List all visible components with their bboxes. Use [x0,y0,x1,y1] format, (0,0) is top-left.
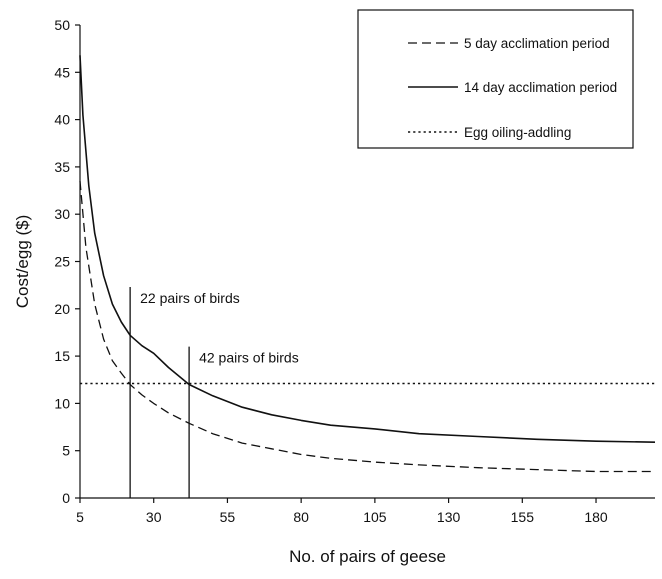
legend-label-3: Egg oiling-addling [464,125,571,140]
x-axis-title: No. of pairs of geese [289,547,446,566]
x-tick-label: 80 [293,509,309,525]
y-tick-label: 45 [54,64,70,80]
y-tick-label: 25 [54,254,70,270]
y-tick-label: 0 [62,490,70,506]
y-tick-label: 40 [54,112,70,128]
annotation-label-2: 42 pairs of birds [199,350,299,366]
x-tick-label: 5 [76,509,84,525]
plot-annotations: 22 pairs of birds 42 pairs of birds [129,287,299,498]
legend-label-1: 5 day acclimation period [464,36,610,51]
x-tick-label: 55 [220,509,236,525]
x-tick-label: 155 [511,509,535,525]
x-tick-label: 30 [146,509,162,525]
x-tick-label: 180 [584,509,608,525]
y-tick-label: 20 [54,301,70,317]
annotation-label-1: 22 pairs of birds [140,290,240,306]
y-tick-label: 15 [54,348,70,364]
series-line-1 [79,181,655,473]
y-axis-title: Cost/egg ($) [13,215,32,309]
y-tick-label: 35 [54,159,70,175]
y-tick-label: 10 [54,395,70,411]
x-tick-label: 105 [363,509,387,525]
legend: 5 day acclimation period 14 day acclimati… [357,9,634,149]
legend-label-2: 14 day acclimation period [464,80,617,95]
y-tick-label: 30 [54,206,70,222]
x-tick-label: 130 [437,509,461,525]
y-tick-label: 50 [54,17,70,33]
legend-box [357,9,634,149]
y-tick-label: 5 [62,443,70,459]
